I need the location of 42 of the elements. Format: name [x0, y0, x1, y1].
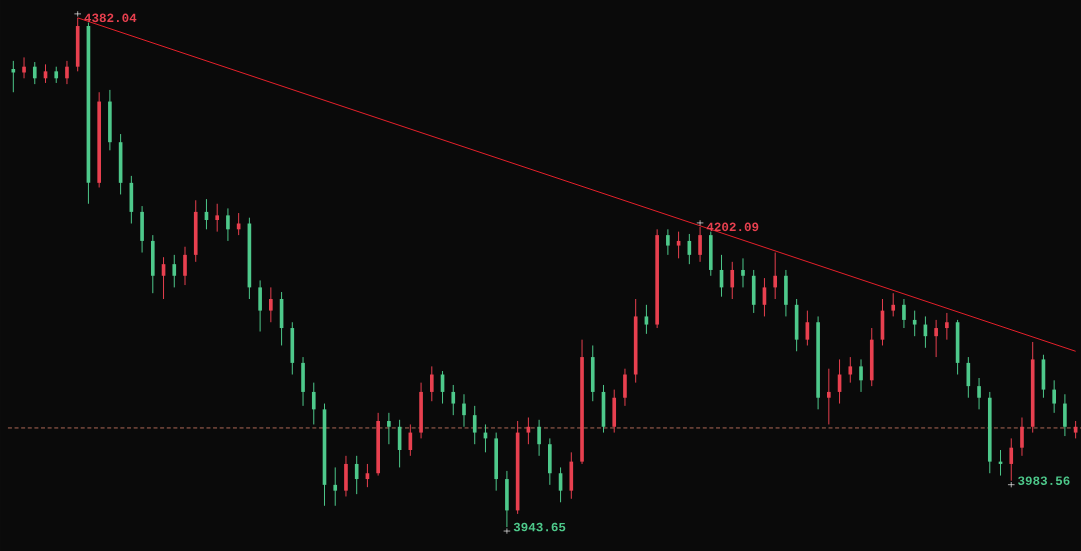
candlestick — [258, 279, 262, 333]
candlestick — [472, 405, 477, 445]
candlestick — [773, 252, 777, 300]
candlestick — [623, 368, 627, 407]
candlestick — [891, 292, 896, 317]
candlestick — [311, 382, 316, 426]
candlestick — [462, 393, 466, 428]
candlestick — [215, 203, 220, 233]
candlestick — [1052, 379, 1056, 414]
candlestick — [902, 298, 906, 329]
candlestick — [11, 60, 16, 93]
candlestick — [387, 412, 391, 445]
candlestick — [666, 228, 670, 256]
candlestick — [848, 356, 853, 384]
candlestick — [1020, 417, 1024, 457]
candlestick — [269, 286, 273, 323]
candlestick — [934, 319, 938, 358]
candlestick — [22, 56, 26, 79]
candlestick — [537, 419, 541, 457]
candlestick — [429, 365, 434, 402]
annotation: 4202.09 — [706, 222, 759, 232]
candlestick — [698, 226, 702, 263]
candlestick — [32, 61, 37, 85]
candlestick — [65, 60, 69, 85]
candlestick — [226, 207, 230, 242]
candlestick — [730, 261, 735, 300]
candlestick — [945, 312, 949, 341]
candlestick — [333, 466, 338, 507]
candlestick — [183, 246, 187, 286]
candlestick — [827, 368, 831, 426]
candlestick — [451, 384, 456, 416]
annotation: 3943.65 — [513, 522, 566, 532]
candlestick — [1063, 393, 1067, 437]
candlestick — [644, 304, 649, 335]
candlestick — [172, 254, 177, 288]
candlestick — [354, 455, 359, 495]
annotation: 4382.04 — [84, 13, 137, 23]
candlestick — [741, 257, 745, 288]
candlestick — [859, 358, 863, 393]
candlestick — [977, 377, 981, 410]
candlestick — [1009, 437, 1014, 482]
annotation: 3983.56 — [1018, 476, 1070, 486]
